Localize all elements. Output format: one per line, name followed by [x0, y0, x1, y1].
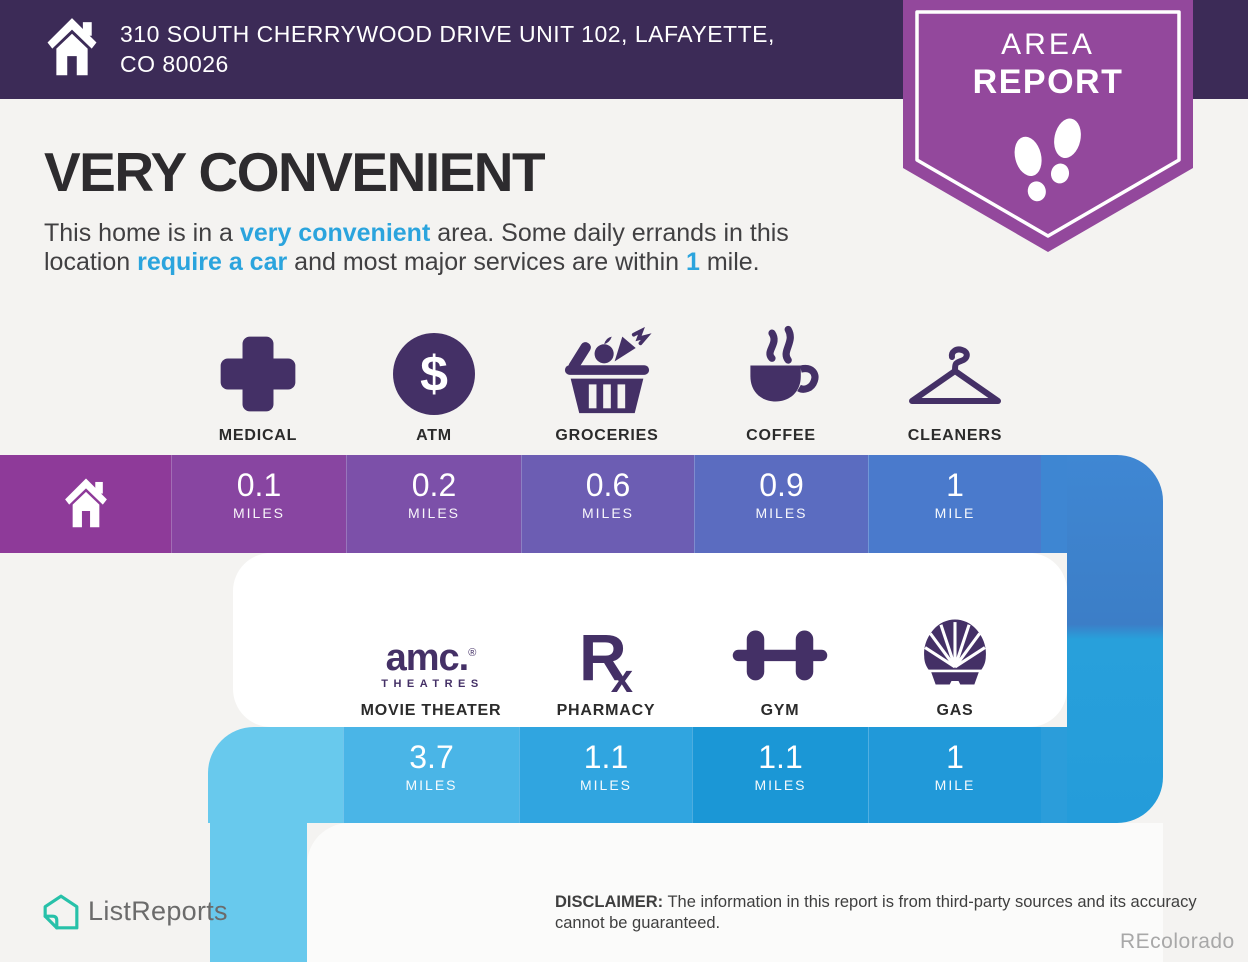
service-label: MOVIE THEATER	[360, 702, 502, 719]
distance-unit: MILES	[407, 505, 460, 521]
distance-unit: MILES	[405, 777, 458, 793]
service-gym: GYM	[692, 598, 868, 720]
service-movie-theater: amc.® THEATRES MOVIE THEATER	[343, 598, 519, 720]
service-pharmacy: Rx PHARMACY	[518, 598, 694, 720]
badge-title-line1: AREA	[1001, 28, 1095, 61]
distance-unit: MILE	[934, 777, 976, 793]
badge-pennant-shape	[903, 0, 1193, 252]
desc-highlight: 1	[685, 248, 700, 276]
dumbbell-icon	[732, 630, 828, 681]
distance-unit: MILE	[934, 505, 976, 521]
distance-unit: MILES	[232, 505, 285, 521]
property-address: 310 SOUTH CHERRYWOOD DRIVE UNIT 102, LAF…	[120, 21, 775, 77]
distance-value: 0.1	[236, 467, 282, 503]
service-coffee: COFFEE	[693, 323, 869, 445]
footprints-icon	[1014, 118, 1081, 202]
desc-highlight: very convenient	[239, 219, 431, 247]
distance-value: 1.1	[583, 739, 629, 775]
distance-bar-row1: 0.1 MILES 0.2 MILES 0.6 MILES 0.9 MILES …	[0, 455, 1067, 553]
distance-value: 1.1	[758, 739, 803, 775]
area-report-badge: AREA REPORT	[903, 0, 1193, 258]
disclaimer: DISCLAIMER: The information in this repo…	[555, 892, 1220, 934]
distance-cell: 1 MILE	[868, 455, 1041, 553]
distance-value: 3.7	[409, 739, 454, 775]
service-gas: GAS	[867, 598, 1043, 720]
service-groceries: GROCERIES	[519, 323, 695, 445]
desc-text: location	[44, 248, 138, 276]
distance-value: 1	[946, 739, 964, 775]
bar1-tail	[1041, 455, 1067, 553]
service-medical: MEDICAL	[170, 323, 346, 445]
distance-cell: 1 MILE	[868, 727, 1041, 823]
hanger-icon	[909, 346, 1001, 404]
distance-cell: 1.1 MILES	[519, 727, 692, 823]
distance-value: 0.9	[759, 467, 804, 503]
distance-unit: MILES	[754, 777, 807, 793]
service-label: GROCERIES	[555, 427, 659, 444]
service-label: ATM	[416, 427, 452, 444]
desc-text: mile.	[699, 248, 760, 276]
service-label: COFFEE	[746, 427, 816, 444]
watermark: REcolorado	[1120, 930, 1235, 953]
bar2-tail	[1041, 727, 1067, 823]
bar2-left-cap	[208, 727, 343, 823]
distance-unit: MILES	[755, 505, 808, 521]
distance-bar-right-connector	[1067, 455, 1163, 823]
service-label: MEDICAL	[218, 427, 298, 444]
atm-dollar-icon: $	[393, 333, 475, 415]
coffee-cup-icon	[750, 325, 819, 402]
home-marker-cell	[0, 455, 171, 553]
service-label: PHARMACY	[556, 702, 656, 719]
distance-cell: 0.6 MILES	[521, 455, 694, 553]
service-label: CLEANERS	[907, 427, 1003, 444]
groceries-basket-icon	[564, 327, 652, 414]
bottom-panel	[307, 823, 1163, 962]
distance-value: 0.2	[411, 467, 457, 503]
service-label: GAS	[936, 702, 974, 719]
shell-gas-icon	[924, 619, 986, 685]
distance-cell: 0.9 MILES	[694, 455, 868, 553]
desc-text: and most major services are within	[287, 248, 686, 276]
distance-value: 1	[946, 467, 964, 503]
service-atm: $ ATM	[346, 323, 522, 445]
disclaimer-label: DISCLAIMER:	[555, 893, 664, 911]
home-icon	[47, 18, 97, 76]
desc-text: This home is in a	[44, 219, 240, 247]
desc-text: area. Some daily errands in this	[430, 219, 789, 247]
distance-value: 0.6	[585, 467, 631, 503]
distance-cell: 0.1 MILES	[171, 455, 346, 553]
distance-unit: MILES	[579, 777, 632, 793]
service-label: GYM	[760, 702, 800, 719]
distance-bar-row2: 3.7 MILES 1.1 MILES 1.1 MILES 1 MILE	[208, 727, 1067, 823]
amc-theatres-logo: amc.® THEATRES	[381, 637, 484, 690]
medical-cross-icon	[220, 336, 296, 412]
home-icon	[64, 478, 107, 528]
badge-title-line2: REPORT	[972, 63, 1124, 101]
listreports-logo-icon	[43, 894, 79, 930]
service-cleaners: CLEANERS	[867, 323, 1043, 445]
rx-prescription-icon: Rx	[579, 620, 633, 701]
page-title: VERY CONVENIENT	[44, 141, 546, 203]
desc-highlight: require a car	[137, 248, 288, 276]
distance-cell: 1.1 MILES	[692, 727, 868, 823]
brand-name: ListReports	[88, 896, 228, 926]
disclaimer-text: The information in this report is from t…	[555, 893, 1197, 932]
distance-cell: 3.7 MILES	[343, 727, 519, 823]
distance-unit: MILES	[581, 505, 634, 521]
footer: ListReports DISCLAIMER: The information …	[0, 880, 1248, 962]
convenience-description: This home is in a very convenient area. …	[44, 219, 904, 277]
distance-cell: 0.2 MILES	[346, 455, 521, 553]
